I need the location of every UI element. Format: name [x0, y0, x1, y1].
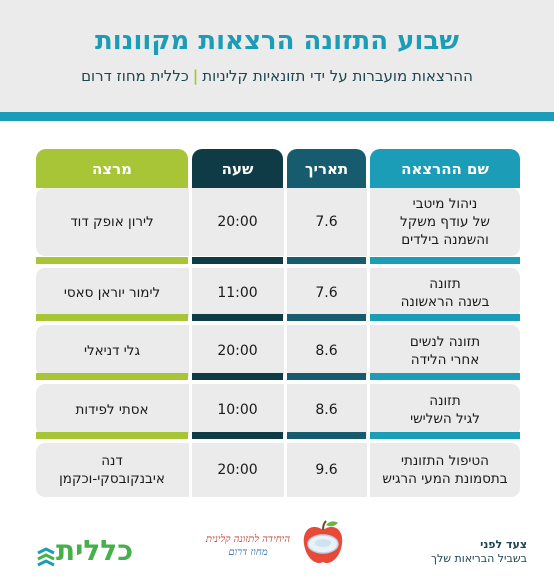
- row-divider-strip: [192, 373, 283, 380]
- subtitle-district: כללית מחוז דרום: [81, 67, 189, 85]
- table-row: [36, 188, 520, 256]
- row-divider-strip: [287, 257, 366, 264]
- time-cell: 10:00: [217, 401, 258, 418]
- date-cell: 7.6: [315, 284, 338, 301]
- row-divider-strip: [370, 257, 520, 264]
- column-separator: [189, 188, 192, 256]
- column-separator: [367, 443, 370, 497]
- clalit-logo-text: כללית: [56, 534, 134, 567]
- column-header-lecture-name: שם ההרצאה: [370, 149, 520, 188]
- time-cell: 11:00: [217, 284, 258, 301]
- row-divider-strip: [192, 257, 283, 264]
- column-separator: [367, 384, 370, 436]
- page-subtitle: ההרצאות מועברות על ידי תזונאיות קליניות|…: [0, 67, 554, 85]
- column-separator: [284, 384, 287, 436]
- column-separator: [284, 268, 287, 318]
- time-cell: 20:00: [217, 461, 258, 478]
- row-divider-strip: [287, 373, 366, 380]
- date-cell: 7.6: [315, 213, 338, 230]
- column-separator: [284, 325, 287, 377]
- clinical-nutrition-unit-logo-text: היחידה לתזונה קלינית מחוז דרום: [200, 533, 296, 559]
- row-divider-strip: [36, 314, 188, 321]
- column-separator: [367, 268, 370, 318]
- row-divider-strip: [36, 432, 188, 439]
- date-cell: 9.6: [315, 461, 338, 478]
- column-header-date: תאריך: [287, 149, 366, 188]
- time-cell: 20:00: [217, 342, 258, 359]
- row-divider-strip: [370, 373, 520, 380]
- table-row: [36, 384, 520, 436]
- date-cell: 8.6: [315, 342, 338, 359]
- table-row: [36, 325, 520, 377]
- column-header-lecturer: מרצה: [36, 149, 188, 188]
- lecture-name-cell: תזונה לנשים אחרי הלידה: [409, 333, 481, 368]
- date-cell: 8.6: [315, 401, 338, 418]
- subtitle-separator: |: [192, 67, 199, 85]
- lecturer-cell: לימור יוראן סאסי: [63, 284, 161, 301]
- lecturer-cell: דנה איבנקובסקי-וכקמן: [59, 452, 165, 487]
- row-divider-strip: [287, 314, 366, 321]
- unit-district: מחוז דרום: [228, 547, 268, 558]
- lecturer-cell: לירון אופק דוד: [70, 213, 154, 230]
- column-header-time: שעה: [192, 149, 283, 188]
- header-panel: [0, 0, 554, 112]
- slogan: צעד לפני בשביל הבריאות שלך: [400, 538, 527, 567]
- slogan-subtitle: בשביל הבריאות שלך: [431, 552, 527, 566]
- column-separator: [189, 268, 192, 318]
- row-divider-strip: [287, 432, 366, 439]
- lecture-name-cell: תזונה לגיל השלישי: [410, 392, 480, 427]
- clalit-logo: כללית: [30, 534, 133, 567]
- column-separator: [367, 188, 370, 256]
- column-separator: [284, 188, 287, 256]
- row-divider-strip: [370, 432, 520, 439]
- unit-name: היחידה לתזונה קלינית: [205, 534, 291, 545]
- apple-plate-icon: [300, 518, 346, 568]
- lecture-name-cell: תזונה בשנה הראשונה: [400, 275, 490, 310]
- column-separator: [189, 384, 192, 436]
- column-separator: [284, 443, 287, 497]
- table-row: [36, 443, 520, 497]
- row-divider-strip: [370, 314, 520, 321]
- column-separator: [367, 325, 370, 377]
- clalit-mark-icon: [36, 541, 56, 566]
- row-divider-strip: [36, 373, 188, 380]
- lecturer-cell: אסתי לפידות: [75, 401, 149, 418]
- page-title: שבוע התזונה הרצאות מקוונות: [95, 26, 459, 56]
- lecturer-cell: גלי דניאלי: [83, 342, 141, 359]
- slogan-title: צעד לפני: [480, 538, 527, 551]
- lecture-name-cell: הטיפול התזונתי בתסמונת המעי הרגיש: [382, 452, 508, 487]
- row-divider-strip: [192, 432, 283, 439]
- subtitle-organizers: ההרצאות מועברות על ידי תזונאיות קליניות: [202, 67, 473, 85]
- column-separator: [189, 443, 192, 497]
- time-cell: 20:00: [217, 213, 258, 230]
- lecture-name-cell: ניהול מיטבי של עודף משקל והשמנה בילדים: [400, 195, 490, 249]
- header-accent-bar: [0, 112, 554, 121]
- table-row: [36, 268, 520, 318]
- row-divider-strip: [192, 314, 283, 321]
- column-separator: [189, 325, 192, 377]
- row-divider-strip: [36, 257, 188, 264]
